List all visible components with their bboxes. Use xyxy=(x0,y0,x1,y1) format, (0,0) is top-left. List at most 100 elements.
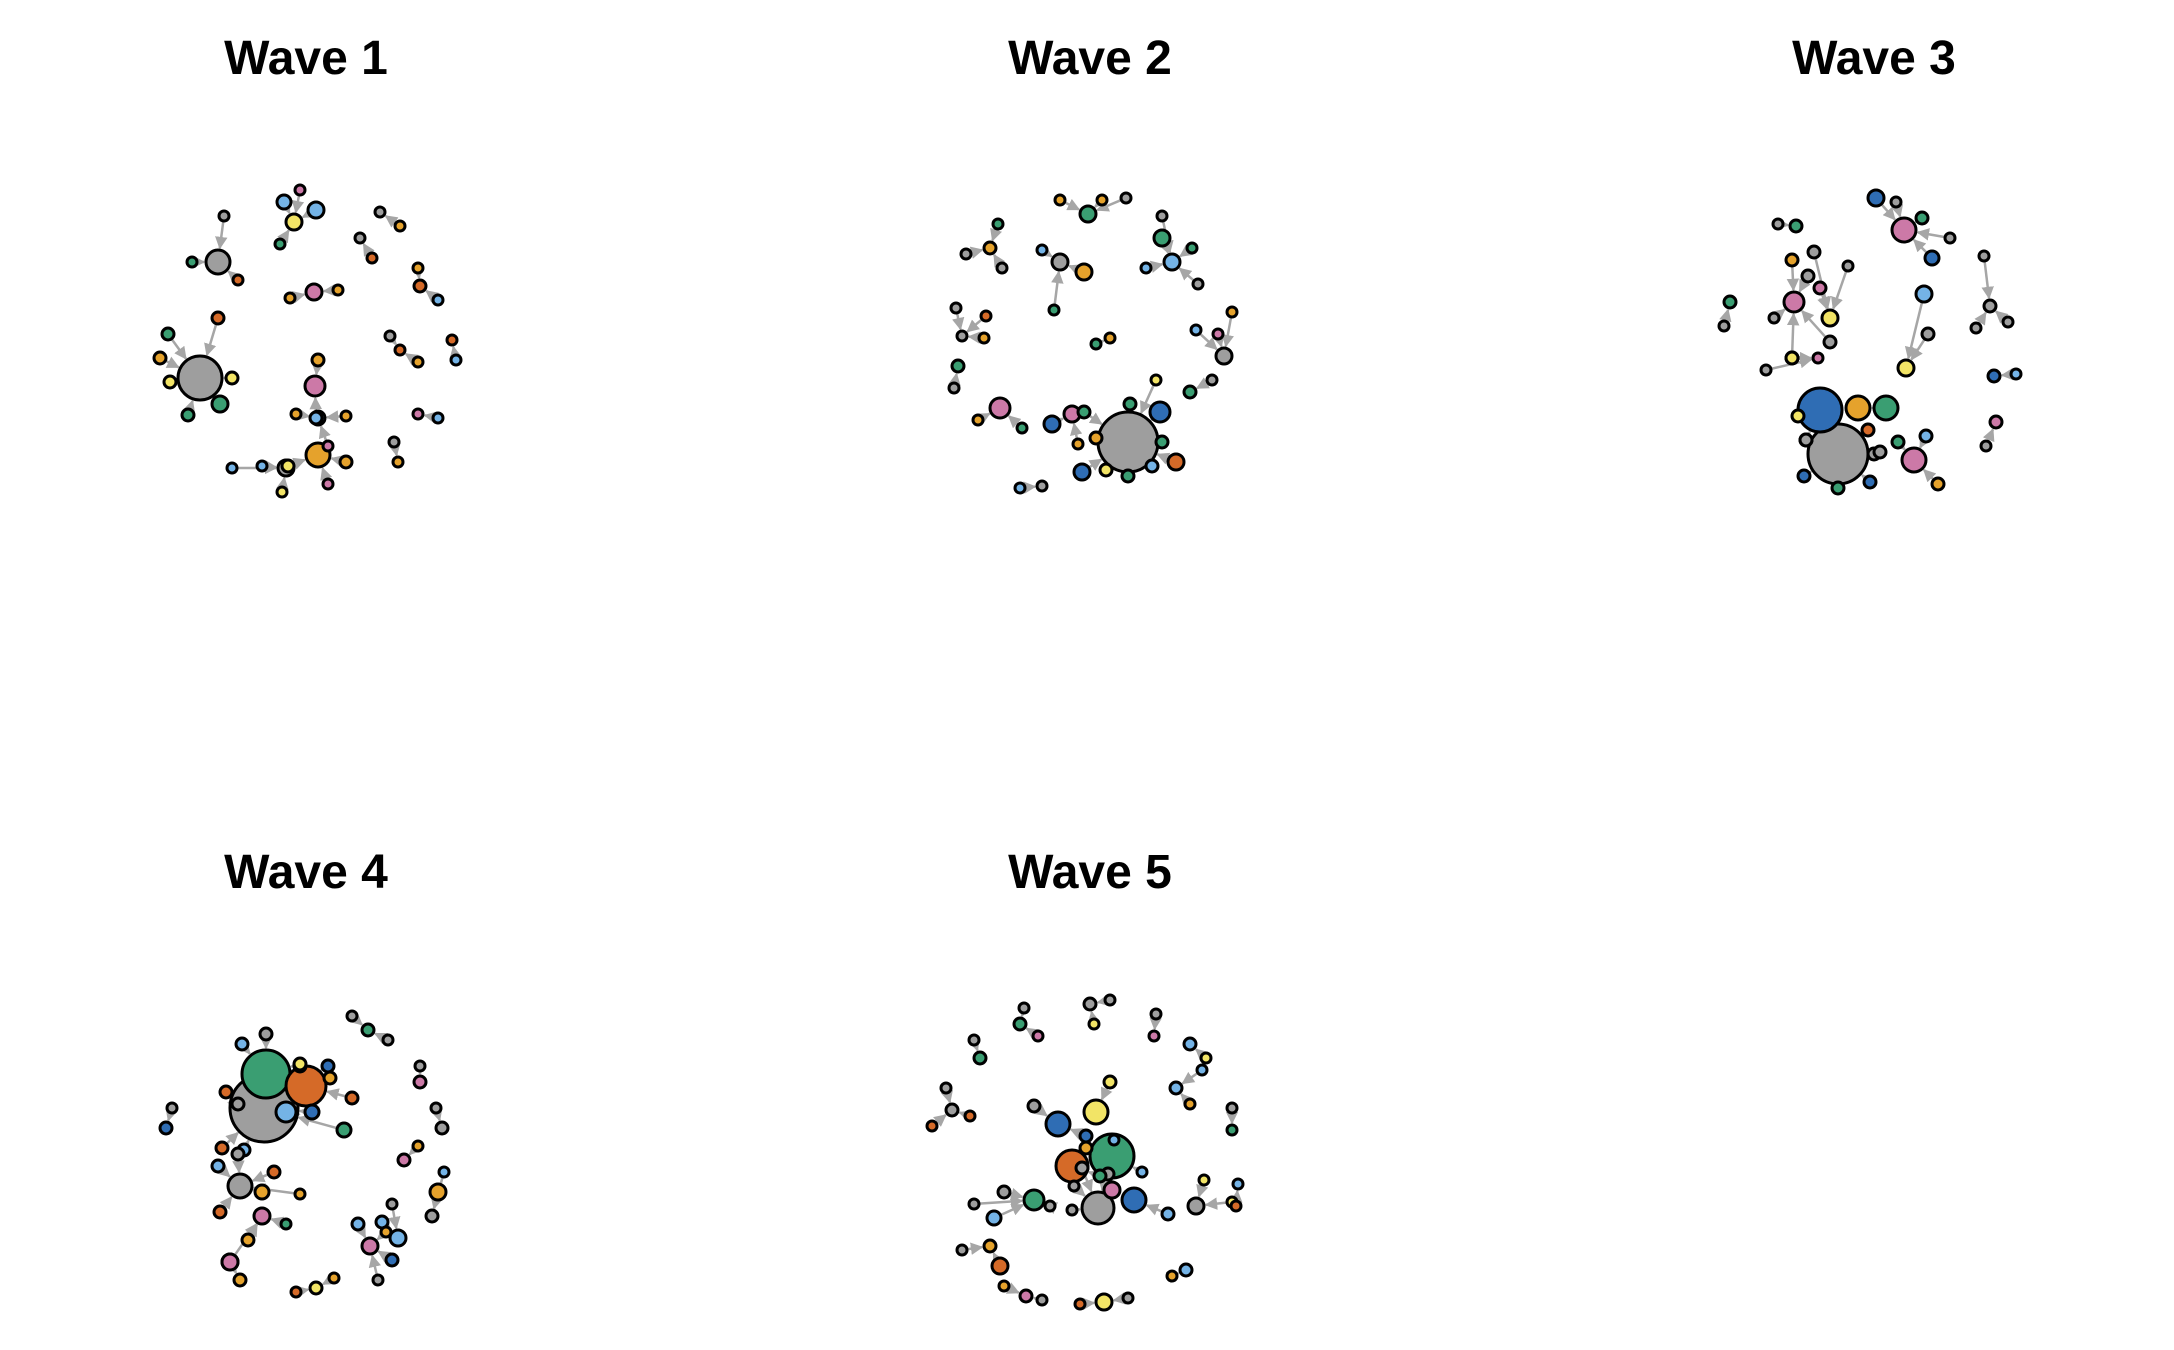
node xyxy=(220,1252,240,1272)
node xyxy=(950,358,966,374)
node xyxy=(1044,1110,1072,1138)
edge-arrow xyxy=(292,457,307,470)
node xyxy=(967,1033,981,1047)
node xyxy=(320,1058,336,1074)
node xyxy=(988,396,1012,420)
edge-arrow xyxy=(1981,260,1994,300)
node xyxy=(967,1197,981,1211)
node xyxy=(1969,321,1983,335)
node xyxy=(1035,1293,1049,1307)
node xyxy=(284,212,304,232)
node xyxy=(412,1074,428,1090)
node xyxy=(982,240,998,256)
node xyxy=(1074,1160,1090,1176)
edge-arrow xyxy=(1786,265,1800,292)
edge-arrow xyxy=(374,1032,389,1045)
node xyxy=(959,247,973,261)
node xyxy=(331,283,345,297)
edge-arrow xyxy=(297,1114,338,1130)
node xyxy=(1229,1199,1243,1213)
node xyxy=(1107,1133,1121,1147)
edge-arrow xyxy=(1112,1292,1126,1305)
node xyxy=(283,291,297,305)
node xyxy=(232,1272,248,1288)
edge-arrow xyxy=(1221,316,1234,348)
node xyxy=(1065,1203,1079,1217)
edges xyxy=(1719,203,2014,488)
node xyxy=(1943,231,1957,245)
node xyxy=(384,1252,400,1268)
node xyxy=(1154,434,1170,450)
node xyxy=(1089,337,1103,351)
node xyxy=(1979,439,1993,453)
node xyxy=(991,217,1005,231)
edge-arrow xyxy=(978,1195,1024,1208)
node xyxy=(1183,1097,1197,1111)
node xyxy=(963,1109,977,1123)
edge-arrow xyxy=(1069,1128,1084,1140)
node xyxy=(1214,346,1234,366)
node xyxy=(1197,1173,1211,1187)
node xyxy=(1900,446,1928,474)
edge-arrow xyxy=(404,352,419,366)
node xyxy=(396,1152,412,1168)
node xyxy=(210,394,230,414)
node xyxy=(1155,209,1169,223)
network-graph xyxy=(947,191,1239,495)
node xyxy=(1166,452,1186,472)
node xyxy=(1790,408,1806,424)
node xyxy=(1018,1288,1034,1304)
edge-arrow xyxy=(1801,309,1827,339)
node xyxy=(308,1280,324,1296)
edge-arrow xyxy=(425,289,440,303)
edge-arrow xyxy=(1149,260,1164,273)
node xyxy=(289,1285,303,1299)
node xyxy=(412,278,428,294)
node xyxy=(391,455,405,469)
panel-title: Wave 4 xyxy=(224,846,388,899)
node xyxy=(373,205,387,219)
node xyxy=(160,326,176,342)
node xyxy=(1920,326,1936,342)
edge-arrow xyxy=(219,1196,233,1210)
node xyxy=(1165,1269,1179,1283)
edge-arrow xyxy=(999,1203,1025,1217)
node xyxy=(1784,350,1800,366)
node xyxy=(304,282,324,302)
node xyxy=(393,343,407,357)
node xyxy=(1889,195,1903,209)
node xyxy=(1168,1080,1184,1096)
edge-arrow xyxy=(251,1170,269,1183)
node xyxy=(411,1139,425,1153)
node xyxy=(411,407,425,421)
node xyxy=(996,1184,1012,1200)
nodes xyxy=(158,1009,451,1299)
node xyxy=(1982,298,1998,314)
node xyxy=(1231,1177,1245,1191)
edge-arrow xyxy=(1195,377,1210,390)
edges xyxy=(164,194,462,490)
panel-title: Wave 5 xyxy=(1008,846,1172,899)
edge-arrow xyxy=(1100,1086,1113,1101)
edge-arrow xyxy=(325,410,342,423)
node xyxy=(231,273,245,287)
node xyxy=(303,1103,321,1121)
node xyxy=(1890,434,1906,450)
node xyxy=(445,333,459,347)
node xyxy=(1830,480,1846,496)
node xyxy=(371,1273,385,1287)
node xyxy=(1026,1098,1042,1114)
edge-arrow xyxy=(291,194,305,214)
panel-wave-1: Wave 1 xyxy=(152,32,463,499)
panel-wave-2: Wave 2 xyxy=(947,32,1239,495)
node xyxy=(280,458,296,474)
node xyxy=(1225,305,1239,319)
nodes xyxy=(1717,188,2023,496)
edge-arrow xyxy=(993,253,1006,268)
node xyxy=(335,1121,353,1139)
node xyxy=(338,454,354,470)
node xyxy=(1812,280,1828,296)
node xyxy=(1035,243,1049,257)
node xyxy=(253,1183,271,1201)
edge-arrow xyxy=(1023,481,1037,494)
